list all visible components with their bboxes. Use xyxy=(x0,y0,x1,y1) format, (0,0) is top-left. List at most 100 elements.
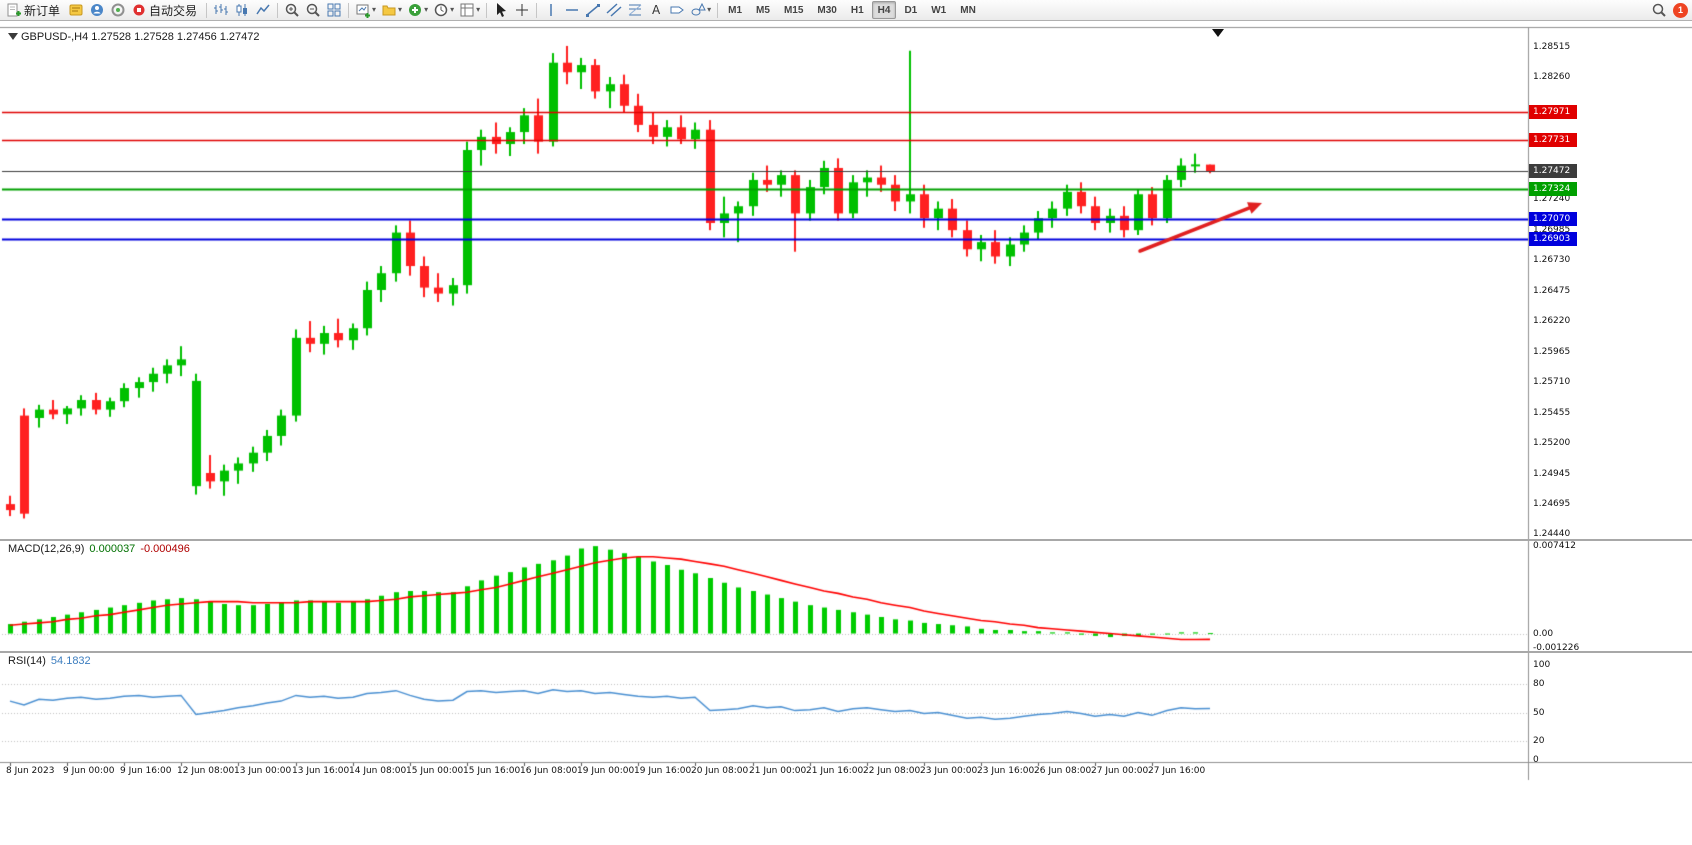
timeframe-M1[interactable]: M1 xyxy=(722,1,748,19)
main-toolbar: 新订单 自动交易 xyxy=(0,0,1692,21)
one-click-trading-toggle[interactable] xyxy=(8,33,18,40)
time-axis-label: 14 Jun 08:00 xyxy=(349,766,407,776)
time-axis-label: 13 Jun 00:00 xyxy=(234,766,292,776)
price-axis-label: 1.24945 xyxy=(1533,469,1571,479)
chart-symbol-header: GBPUSD-,H4 1.27528 1.27528 1.27456 1.274… xyxy=(21,31,260,43)
time-axis-label: 19 Jun 00:00 xyxy=(577,766,635,776)
tile-windows-icon xyxy=(327,3,341,17)
bar-chart-button[interactable] xyxy=(211,1,231,19)
time-axis-label: 16 Jun 08:00 xyxy=(520,766,578,776)
zoom-out-icon xyxy=(306,3,320,17)
search-button[interactable] xyxy=(1649,1,1669,19)
community-button[interactable] xyxy=(87,1,107,19)
dropdown-arrow-icon: ▾ xyxy=(398,5,403,14)
support-button[interactable] xyxy=(108,1,128,19)
candlestick-chart-button[interactable] xyxy=(232,1,252,19)
indicator-axis-label: 20 xyxy=(1533,736,1545,746)
profiles-icon xyxy=(382,5,396,16)
rsi-indicator-label: RSI(14) 54.1832 xyxy=(8,655,96,667)
templates-button[interactable]: ▾ xyxy=(457,1,482,19)
crosshair-button[interactable] xyxy=(512,1,532,19)
timeframe-MN[interactable]: MN xyxy=(954,1,982,19)
channel-button[interactable] xyxy=(604,1,624,19)
price-axis-label: 1.25455 xyxy=(1533,408,1571,418)
rsi-name: RSI(14) xyxy=(8,655,46,667)
text-tool-button[interactable]: A xyxy=(646,1,666,19)
label-tool-button[interactable] xyxy=(667,1,687,19)
new-chart-button[interactable]: ▾ xyxy=(353,1,378,19)
price-axis-label: 1.28515 xyxy=(1533,42,1571,52)
price-axis-label: 1.26475 xyxy=(1533,286,1571,296)
time-axis-label: 26 Jun 08:00 xyxy=(1034,766,1092,776)
panel-separator-rsi[interactable] xyxy=(0,651,1692,653)
new-order-button[interactable]: 新订单 xyxy=(4,1,65,19)
horizontal-line-icon xyxy=(566,9,579,11)
vertical-line-button[interactable] xyxy=(541,1,561,19)
timeframe-M30[interactable]: M30 xyxy=(811,1,842,19)
price-tag: 1.27971 xyxy=(1529,105,1577,119)
price-axis-label: 1.27240 xyxy=(1533,194,1571,204)
candlestick-chart-icon xyxy=(236,4,248,16)
price-axis-label: 1.24695 xyxy=(1533,499,1571,509)
zoom-in-button[interactable] xyxy=(282,1,302,19)
metaeditor-button[interactable] xyxy=(66,1,86,19)
price-axis-label: 1.25200 xyxy=(1533,438,1571,448)
chart-shift-marker[interactable] xyxy=(1212,29,1224,37)
label-tool-icon xyxy=(670,6,684,14)
periods-button[interactable]: ▾ xyxy=(431,1,456,19)
time-axis-label: 15 Jun 16:00 xyxy=(463,766,521,776)
timeframe-H1[interactable]: H1 xyxy=(845,1,870,19)
community-icon xyxy=(91,4,104,16)
time-axis-label: 23 Jun 00:00 xyxy=(920,766,978,776)
time-axis-label: 21 Jun 00:00 xyxy=(749,766,807,776)
indicators-button[interactable]: ▾ xyxy=(405,1,430,19)
fibonacci-button[interactable] xyxy=(625,1,645,19)
price-tag: 1.27472 xyxy=(1529,164,1577,178)
cursor-icon xyxy=(497,3,507,17)
metaeditor-icon xyxy=(69,4,83,16)
panel-separator-macd[interactable] xyxy=(0,539,1692,541)
price-axis-label: 1.26985 xyxy=(1533,225,1571,235)
clock-icon xyxy=(434,3,448,17)
autotrade-button[interactable]: 自动交易 xyxy=(129,1,202,19)
toolbar-separator xyxy=(206,2,208,18)
price-axis-label: 1.28260 xyxy=(1533,72,1571,82)
macd-name: MACD(12,26,9) xyxy=(8,543,85,555)
toolbar-separator xyxy=(717,2,719,18)
channel-icon xyxy=(606,3,622,17)
line-chart-button[interactable] xyxy=(253,1,273,19)
toolbar-separator xyxy=(536,2,538,18)
trendline-button[interactable] xyxy=(583,1,603,19)
price-axis-label: 1.25710 xyxy=(1533,377,1571,387)
price-axis-label: 1.26220 xyxy=(1533,316,1571,326)
time-axis-label: 27 Jun 00:00 xyxy=(1091,766,1149,776)
horizontal-line-button[interactable] xyxy=(562,1,582,19)
timeframe-M15[interactable]: M15 xyxy=(778,1,809,19)
time-axis-label: 19 Jun 16:00 xyxy=(634,766,692,776)
cursor-button[interactable] xyxy=(491,1,511,19)
zoom-out-button[interactable] xyxy=(303,1,323,19)
time-axis-label: 22 Jun 08:00 xyxy=(863,766,921,776)
dropdown-arrow-icon: ▾ xyxy=(424,5,429,14)
new-chart-icon xyxy=(356,4,371,18)
rsi-value: 54.1832 xyxy=(50,655,91,667)
price-axis-label: 1.24440 xyxy=(1533,529,1571,539)
toolbar-separator xyxy=(277,2,279,18)
profiles-button[interactable]: ▾ xyxy=(379,1,404,19)
timeframe-M5[interactable]: M5 xyxy=(750,1,776,19)
time-axis-label: 9 Jun 00:00 xyxy=(63,766,115,776)
timeframe-D1[interactable]: D1 xyxy=(898,1,923,19)
indicator-axis-label: 0.00 xyxy=(1533,629,1554,639)
tile-windows-button[interactable] xyxy=(324,1,344,19)
notification-badge[interactable]: 1 xyxy=(1673,2,1688,18)
toolbar-separator xyxy=(486,2,488,18)
indicator-axis-label: 50 xyxy=(1533,708,1545,718)
shapes-button[interactable]: ▾ xyxy=(688,1,713,19)
time-axis-label: 27 Jun 16:00 xyxy=(1148,766,1206,776)
timeframe-H4[interactable]: H4 xyxy=(871,1,897,19)
timeframe-W1[interactable]: W1 xyxy=(925,1,952,19)
toolbar-separator xyxy=(348,2,350,18)
toolbar-right-group: 1 xyxy=(1649,1,1688,19)
